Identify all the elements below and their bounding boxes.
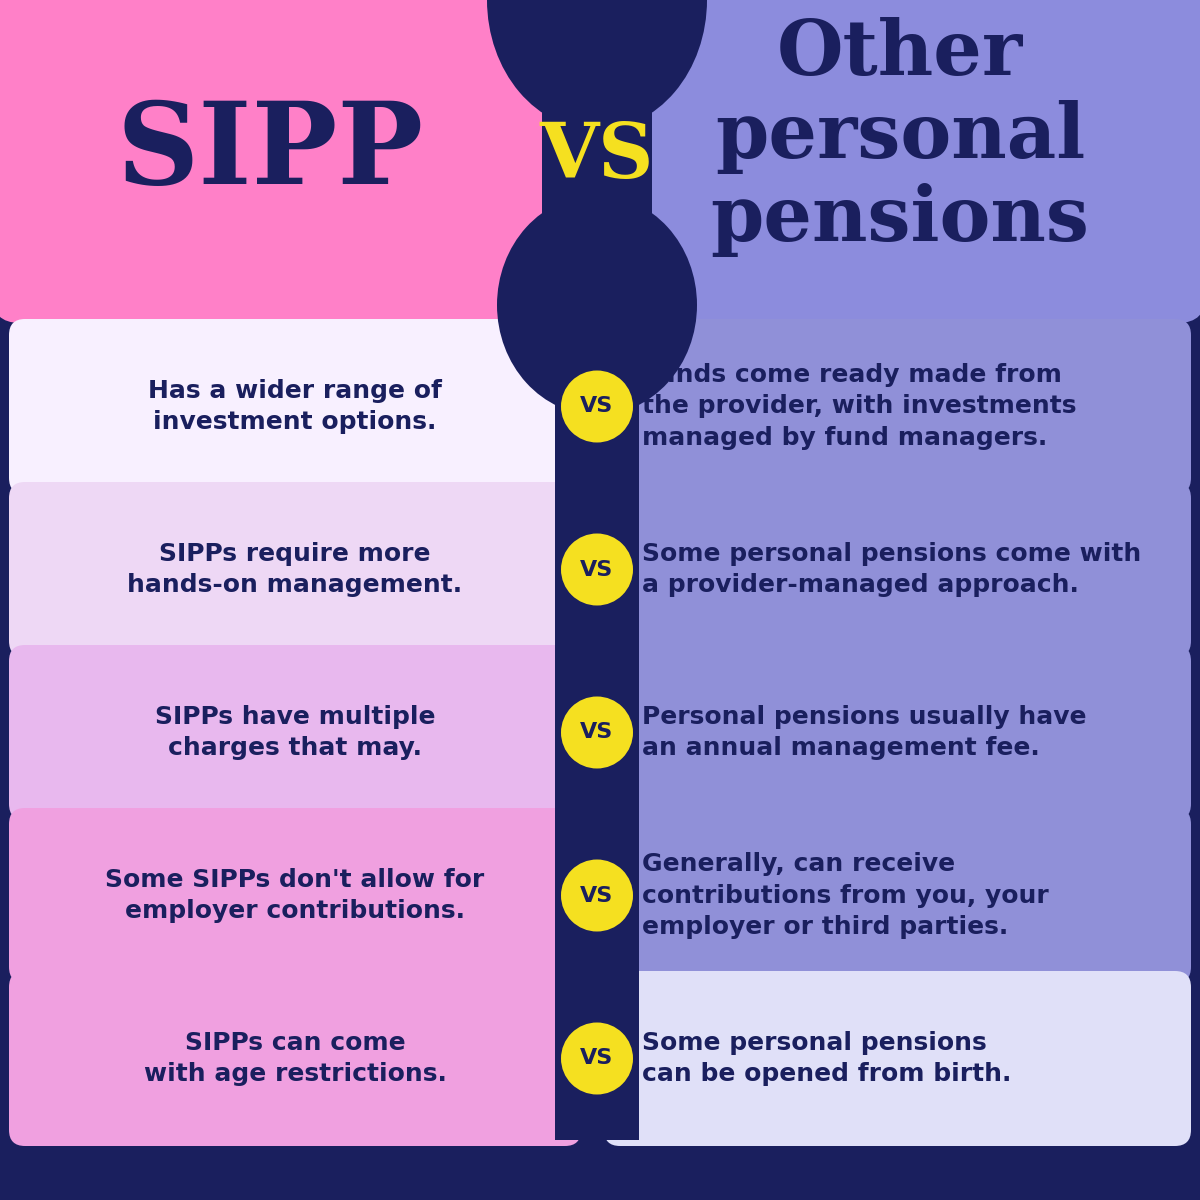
Text: Some personal pensions come with
a provider-managed approach.: Some personal pensions come with a provi…: [642, 541, 1141, 598]
Text: Generally, can receive
contributions from you, your
employer or third parties.: Generally, can receive contributions fro…: [642, 852, 1049, 940]
Bar: [554, 977, 640, 1140]
FancyBboxPatch shape: [604, 971, 1190, 1146]
Text: SIPPs require more
hands-on management.: SIPPs require more hands-on management.: [127, 541, 462, 598]
FancyBboxPatch shape: [604, 482, 1190, 658]
Text: VS: VS: [581, 396, 613, 416]
Text: Funds come ready made from
the provider, with investments
managed by fund manage: Funds come ready made from the provider,…: [642, 362, 1076, 450]
Bar: [0, 290, 1200, 325]
Text: Some personal pensions
can be opened from birth.: Some personal pensions can be opened fro…: [642, 1031, 1012, 1086]
Text: SIPP: SIPP: [116, 96, 424, 208]
Text: VS: VS: [540, 120, 654, 194]
Ellipse shape: [497, 194, 697, 415]
Text: Some SIPPs don't allow for
employer contributions.: Some SIPPs don't allow for employer cont…: [106, 868, 485, 923]
Bar: [542, 0, 652, 305]
FancyBboxPatch shape: [10, 319, 581, 494]
Text: Other
personal
pensions: Other personal pensions: [710, 17, 1090, 257]
FancyBboxPatch shape: [10, 646, 581, 820]
Circle shape: [562, 534, 634, 606]
Text: VS: VS: [581, 722, 613, 743]
FancyBboxPatch shape: [604, 319, 1190, 494]
Bar: [554, 650, 640, 814]
FancyBboxPatch shape: [582, 0, 1200, 323]
Text: VS: VS: [581, 1049, 613, 1068]
Text: Personal pensions usually have
an annual management fee.: Personal pensions usually have an annual…: [642, 704, 1086, 761]
Ellipse shape: [487, 0, 707, 130]
Bar: [0, 1140, 1200, 1200]
Text: Has a wider range of
investment options.: Has a wider range of investment options.: [148, 379, 442, 434]
Bar: [554, 488, 640, 650]
Bar: [554, 814, 640, 977]
Circle shape: [562, 371, 634, 443]
Text: VS: VS: [581, 559, 613, 580]
Circle shape: [562, 696, 634, 768]
FancyBboxPatch shape: [10, 808, 581, 983]
Circle shape: [562, 859, 634, 931]
FancyBboxPatch shape: [0, 0, 583, 323]
Text: SIPPs can come
with age restrictions.: SIPPs can come with age restrictions.: [144, 1031, 446, 1086]
Bar: [554, 325, 640, 488]
FancyBboxPatch shape: [604, 646, 1190, 820]
FancyBboxPatch shape: [10, 971, 581, 1146]
Text: VS: VS: [581, 886, 613, 906]
Circle shape: [562, 1022, 634, 1094]
FancyBboxPatch shape: [10, 482, 581, 658]
Text: SIPPs have multiple
charges that may.: SIPPs have multiple charges that may.: [155, 704, 436, 761]
FancyBboxPatch shape: [604, 808, 1190, 983]
